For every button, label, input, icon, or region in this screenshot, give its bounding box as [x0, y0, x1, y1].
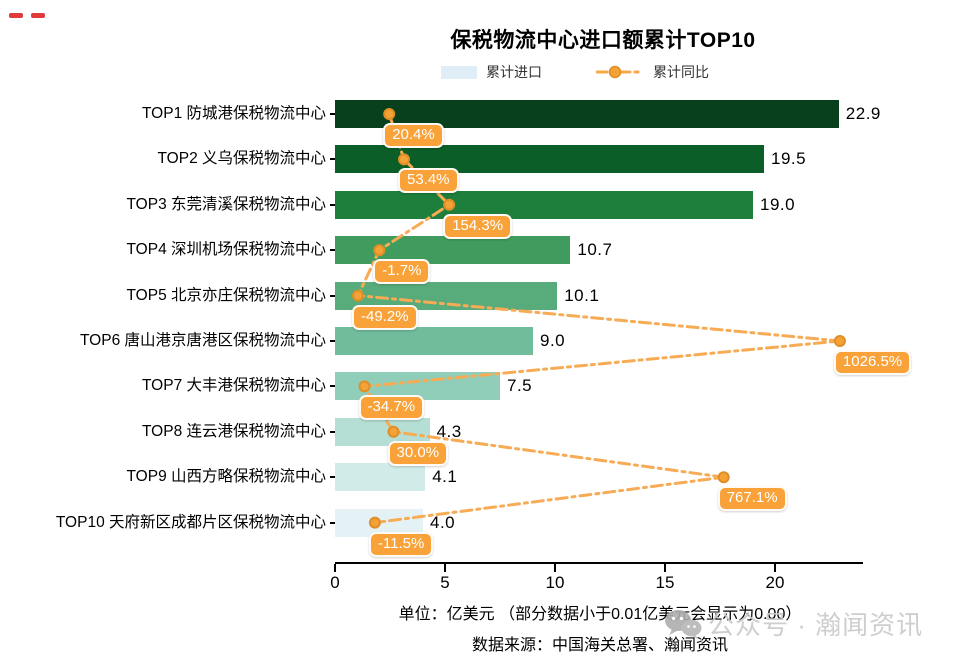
category-tick-mark	[330, 521, 337, 524]
category-label-top7: TOP7 大丰港保税物流中心	[141, 377, 326, 395]
yoy-value-label: -1.7%	[373, 259, 431, 285]
x-axis-tick	[444, 564, 446, 572]
x-axis-tick	[774, 564, 776, 572]
bar-value-label: 4.1	[432, 467, 458, 487]
x-axis-tick-label: 15	[655, 573, 675, 592]
yoy-value-label: 154.3%	[443, 213, 513, 239]
bar-value-label: 22.9	[845, 104, 881, 123]
category-tick-mark	[330, 385, 337, 388]
x-axis-tick-label: 0	[330, 573, 340, 592]
category-tick-mark	[330, 476, 337, 479]
bar-value-label: 19.0	[760, 194, 796, 214]
yoy-value-label: 30.0%	[387, 440, 449, 466]
category-label-top8: TOP8 连云港保税物流中心	[141, 422, 326, 440]
x-axis-tick	[334, 564, 336, 572]
legend-item-yoy: 累计同比	[596, 62, 709, 82]
legend-yoy-line-icon	[596, 65, 644, 79]
bar-value-label: 4.3	[436, 421, 462, 441]
category-label-top9: TOP9 山西方略保税物流中心	[126, 468, 326, 486]
x-axis-tick	[554, 564, 556, 572]
import-bar-top3	[335, 190, 753, 219]
bar-value-label: 4.0	[430, 512, 456, 532]
category-tick-mark	[330, 113, 337, 115]
yoy-value-label: 53.4%	[397, 168, 459, 194]
bar-value-label: 9.0	[540, 331, 566, 350]
yoy-value-label: -34.7%	[358, 395, 425, 421]
yoy-value-label: 1026.5%	[833, 350, 912, 375]
category-tick-mark	[330, 249, 337, 252]
yoy-value-label: -49.2%	[352, 304, 418, 330]
import-bar-top6	[335, 327, 533, 355]
watermark: 公众号 · 瀚闻资讯	[664, 605, 923, 642]
x-axis-tick-label: 20	[765, 573, 785, 592]
yoy-value-label: 767.1%	[717, 486, 787, 512]
decoration-dash-1	[9, 13, 23, 18]
yoy-marker	[833, 335, 846, 347]
category-label-top4: TOP4 深圳机场保税物流中心	[126, 241, 326, 259]
category-tick-mark	[330, 340, 337, 342]
import-bar-top9	[335, 463, 426, 492]
chart-title: 保税物流中心进口额累计TOP10	[450, 29, 756, 52]
legend-import-swatch	[441, 65, 477, 79]
bar-value-label: 19.5	[771, 149, 807, 169]
import-bar-top4	[335, 236, 571, 265]
wechat-icon	[665, 609, 702, 639]
bar-value-label: 10.1	[564, 285, 600, 305]
legend-item-import: 累计进口	[441, 62, 542, 82]
watermark-text: 公众号 · 瀚闻资讯	[708, 610, 924, 640]
bar-value-label: 7.5	[507, 376, 533, 396]
category-label-top6: TOP6 唐山港京唐港区保税物流中心	[79, 332, 326, 349]
category-label-top1: TOP1 防城港保税物流中心	[141, 105, 326, 122]
category-tick-mark	[330, 430, 337, 433]
yoy-value-label: 20.4%	[383, 123, 444, 148]
legend-yoy-label: 累计同比	[653, 64, 709, 80]
category-label-top2: TOP2 义乌保税物流中心	[157, 150, 326, 168]
category-tick-mark	[330, 158, 337, 161]
x-axis-tick-label: 10	[545, 573, 565, 592]
x-axis-tick	[664, 564, 666, 572]
unit-note: 单位：亿美元 （部分数据小于0.01亿美元会显示为0.00）	[398, 606, 802, 623]
category-label-top3: TOP3 东莞清溪保税物流中心	[126, 195, 326, 213]
category-tick-mark	[330, 203, 337, 206]
category-label-top10: TOP10 天府新区成都片区保税物流中心	[55, 513, 326, 531]
legend: 累计进口 累计同比	[441, 62, 709, 82]
bar-value-label: 10.7	[577, 240, 613, 260]
yoy-value-label: -11.5%	[368, 531, 434, 557]
x-axis-tick-label: 5	[440, 573, 450, 592]
decoration-dash-2	[31, 13, 45, 18]
category-label-top5: TOP5 北京亦庄保税物流中心	[126, 286, 326, 304]
source-note: 数据来源：中国海关总署、瀚闻资讯	[471, 637, 728, 654]
x-axis-line	[335, 562, 863, 564]
legend-import-label: 累计进口	[486, 64, 542, 80]
yoy-marker	[717, 471, 730, 484]
category-tick-mark	[330, 294, 337, 297]
